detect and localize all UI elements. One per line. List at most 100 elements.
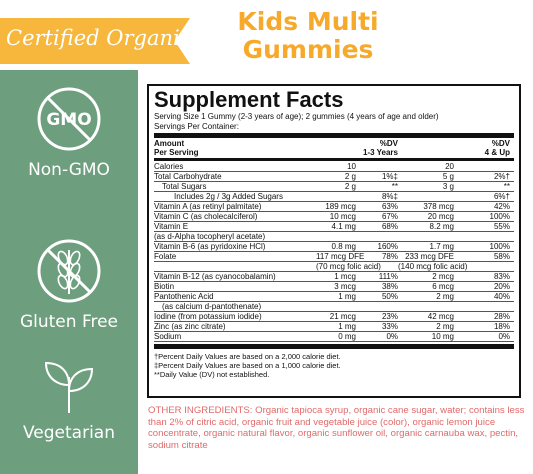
facts-row: Vitamin C (as cholecalciferol) 10 mcg 67% 2… — [154, 212, 514, 222]
nutrient-name: Biotin — [154, 282, 175, 291]
dv-1-3 — [356, 302, 398, 311]
thick-divider — [154, 133, 514, 138]
dv-4-up: 2%† — [493, 172, 510, 181]
dv-4-up: 40% — [493, 292, 510, 301]
nutrient-name: Iodine (from potassium iodide) — [154, 312, 262, 321]
dv-4-up: 18% — [493, 322, 510, 331]
header-dv-2: %DV — [491, 139, 510, 148]
nutrient-name — [154, 262, 316, 271]
amount-1-3: 189 mcg — [325, 202, 356, 211]
dv-4-up: 100% — [489, 212, 510, 221]
facts-row: (as d-Alpha tocopheryl acetate) — [154, 232, 514, 242]
dv-1-3: 0% — [386, 332, 398, 341]
thick-divider-bottom — [154, 344, 514, 349]
nutrient-name: Vitamin B-12 (as cyanocobalamin) — [154, 272, 276, 281]
header-dv-1: %DV — [379, 139, 398, 148]
amount-4-up: 233 mcg DFE — [405, 252, 454, 261]
badge-gluten-free: Gluten Free — [0, 236, 138, 332]
amount-4-up: 20 — [445, 162, 454, 171]
facts-row: Sodium 0 mg 0% 10 mg 0% — [154, 332, 514, 342]
dv-1-3: 8%‡ — [381, 192, 398, 201]
nutrient-name: Vitamin B-6 (as pyridoxine HCl) — [154, 242, 266, 251]
amount-1-3: 2 g — [344, 182, 356, 191]
footnote: ‡Percent Daily Values are based on a 1,0… — [154, 361, 341, 370]
nutrient-name: Vitamin E — [154, 222, 189, 231]
dv-4-up: 20% — [493, 282, 510, 291]
dv-1-3: 38% — [381, 282, 398, 291]
serving-size: Serving Size 1 Gummy (2-3 years of age);… — [154, 112, 439, 121]
nutrient-name: Vitamin A (as retinyl palmitate) — [154, 202, 262, 211]
servings-per-container: Servings Per Container: — [154, 121, 239, 131]
amount-4-up: (140 mcg folic acid) — [398, 262, 468, 271]
nutrient-name: Total Sugars — [162, 182, 207, 191]
facts-title: Supplement Facts — [154, 87, 344, 112]
nutrient-name: Calories — [154, 162, 184, 171]
medium-divider — [154, 158, 514, 161]
facts-row: Vitamin B-6 (as pyridoxine HCl) 0.8 mg 160… — [154, 242, 514, 252]
dv-4-up — [454, 262, 512, 271]
facts-header-row: Amount %DV %DV — [154, 139, 514, 148]
facts-row: Folate 117 mcg DFE 78% 233 mcg DFE 58% — [154, 252, 514, 262]
dv-1-3: 1%‡ — [381, 172, 398, 181]
dv-4-up — [454, 302, 512, 311]
facts-rows: Calories 10 20 Total Carbohydrate 2 g 1%‡ 5 g 2… — [154, 162, 514, 342]
dv-4-up — [454, 162, 512, 171]
footnote: †Percent Daily Values are based on a 2,0… — [154, 352, 341, 361]
header-col-1: 1-3 Years — [363, 148, 398, 157]
nutrient-name: Includes 2g / 3g Added Sugars — [174, 192, 283, 201]
facts-row: Vitamin E 4.1 mg 68% 8.2 mg 55% — [154, 222, 514, 232]
dv-1-3: 160% — [377, 242, 398, 251]
amount-1-3: 117 mcg DFE — [316, 252, 365, 261]
dv-4-up: ** — [503, 182, 510, 191]
badge-label-vegetarian: Vegetarian — [22, 423, 115, 443]
facts-row: Iodine (from potassium iodide) 21 mcg 23% 4… — [154, 312, 514, 322]
certified-organic-banner — [0, 18, 190, 64]
facts-row: Includes 2g / 3g Added Sugars 8%‡ 6%† — [154, 192, 514, 202]
supplement-facts-panel: Supplement Facts Serving Size 1 Gummy (2… — [147, 84, 521, 398]
amount-4-up: 378 mcg — [423, 202, 454, 211]
gmo-icon-text: GMO — [46, 110, 91, 130]
nutrient-name: Vitamin C (as cholecalciferol) — [154, 212, 258, 221]
dv-4-up: 100% — [489, 242, 510, 251]
dv-1-3: ** — [391, 182, 398, 191]
dv-4-up: 83% — [493, 272, 510, 281]
facts-row: Vitamin A (as retinyl palmitate) 189 mcg 6… — [154, 202, 514, 212]
amount-1-3: 21 mcg — [329, 312, 356, 321]
no-gmo-icon: GMO — [37, 87, 101, 151]
dv-4-up: 58% — [493, 252, 510, 261]
facts-row: Total Sugars 2 g ** 3 g ** — [154, 182, 514, 192]
leaf-icon — [44, 361, 94, 413]
other-ingredients: OTHER INGREDIENTS: Organic tapioca syrup… — [148, 405, 525, 451]
dv-1-3: 23% — [381, 312, 398, 321]
amount-1-3 — [316, 192, 356, 201]
dv-1-3 — [356, 262, 398, 271]
badge-non-gmo: GMO Non-GMO — [0, 84, 138, 180]
facts-row: Calories 10 20 — [154, 162, 514, 172]
amount-4-up: 2 mg — [436, 322, 454, 331]
dv-4-up — [454, 232, 512, 241]
facts-row: (70 mcg folic acid) (140 mcg folic acid) — [154, 262, 514, 272]
header-amount: Amount — [154, 139, 185, 148]
facts-row: Vitamin B-12 (as cyanocobalamin) 1 mcg 111… — [154, 272, 514, 282]
amount-1-3: 2 g — [344, 172, 356, 181]
amount-1-3: 0 mg — [338, 332, 356, 341]
dv-1-3 — [356, 232, 398, 241]
amount-1-3: 4.1 mg — [331, 222, 356, 231]
amount-1-3: 3 mcg — [334, 282, 356, 291]
amount-1-3: 0.8 mg — [331, 242, 356, 251]
nutrient-name: Zinc (as zinc citrate) — [154, 322, 226, 331]
header-col-2: 4 & Up — [484, 148, 510, 157]
amount-4-up — [398, 232, 454, 241]
nutrient-name: Pantothenic Acid — [154, 292, 214, 301]
facts-row: (as calcium d-pantothenate) — [154, 302, 514, 312]
dv-1-3: 67% — [381, 212, 398, 221]
dv-4-up: 0% — [498, 332, 510, 341]
header-per-serving: Per Serving — [154, 148, 199, 157]
dv-1-3: 33% — [381, 322, 398, 331]
amount-1-3 — [316, 302, 356, 311]
nutrient-name: Sodium — [154, 332, 182, 341]
amount-1-3: 1 mcg — [334, 272, 356, 281]
dv-4-up: 42% — [493, 202, 510, 211]
amount-4-up: 20 mcg — [427, 212, 454, 221]
facts-row: Pantothenic Acid 1 mg 50% 2 mg 40% — [154, 292, 514, 302]
